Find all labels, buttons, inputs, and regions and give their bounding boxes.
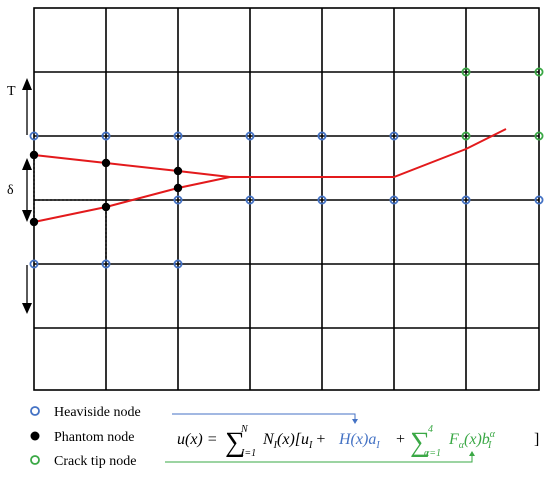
traction-arrows (22, 78, 32, 314)
heaviside-connector (172, 413, 356, 420)
formula-crack-term: Fα(x)bα I (448, 429, 496, 451)
phantom-node (29, 150, 39, 160)
heaviside-node (101, 131, 111, 141)
term1-sub: I (273, 440, 278, 451)
crack-tip-nodes (461, 67, 544, 141)
crack-lower-face (33, 176, 231, 223)
heaviside-node (534, 195, 544, 205)
formula-lhs: u(x) = (177, 431, 218, 448)
crack-term-rest: (x)b (464, 431, 490, 448)
arrow-down-icon (22, 210, 32, 222)
sum1-lower: I=1 (240, 448, 256, 459)
phantom-node (173, 166, 183, 176)
heaviside-node (29, 259, 39, 269)
crack-term-sub2: I (487, 440, 492, 451)
crack-tip-node (534, 67, 544, 77)
legend-crack-tip: Crack tip node (54, 454, 136, 469)
heaviside-node (173, 259, 183, 269)
crack-line (230, 128, 507, 178)
crack-term: F (448, 431, 459, 448)
arrow-up-icon (22, 78, 32, 90)
heaviside-node (245, 131, 255, 141)
sum2-lower: α=1 (424, 448, 441, 459)
heaviside-node (317, 131, 327, 141)
opening-guides (33, 155, 107, 264)
term1-rest: (x)[u (277, 431, 309, 448)
legend-phantom: Phantom node (54, 430, 135, 445)
formula-main: u(x) = (177, 431, 218, 448)
phantom-node (101, 202, 111, 212)
formula-term1: NI(x)[uI + (262, 431, 325, 451)
heaviside-node (389, 195, 399, 205)
phantom-node (29, 217, 39, 227)
heaviside-node (173, 131, 183, 141)
open-circle-icon (30, 406, 40, 416)
heaviside-node (461, 195, 471, 205)
heaviside-node (29, 131, 39, 141)
sum-symbol: ∑ (410, 427, 430, 458)
xfem-formula: u(x) = ∑ N I=1 NI(x)[uI + H(x)aI + ∑ 4 α=… (177, 424, 539, 459)
crack-tip-node (534, 131, 544, 141)
crack-tip-node (461, 131, 471, 141)
heaviside-node (317, 195, 327, 205)
crack-term-sup: α (490, 429, 496, 440)
heaviside-node (101, 259, 111, 269)
heaviside-term: H(x)a (338, 431, 376, 448)
sum1-upper: N (240, 424, 249, 435)
heaviside-node (173, 195, 183, 205)
arrow-down-icon (22, 303, 32, 314)
legend-heaviside: Heaviside node (54, 405, 141, 420)
arrow-down-icon (352, 419, 358, 424)
opening-arrow (22, 158, 32, 222)
sum2-upper: 4 (428, 424, 433, 435)
heaviside-sub: I (375, 440, 380, 451)
term1-n: N (262, 431, 275, 448)
traction-label: T (7, 84, 16, 99)
crack-path (33, 128, 507, 223)
crack-tip-connector (165, 455, 473, 463)
opening-label: δ (7, 183, 14, 198)
legend: Heaviside node Phantom node Crack tip no… (30, 405, 141, 469)
plus-2: + (396, 431, 405, 448)
crack-tip-node (461, 67, 471, 77)
arrow-up-icon (469, 451, 475, 456)
term1-rest-sub: I (308, 440, 313, 451)
arrow-up-icon (22, 158, 32, 170)
mesh-grid (33, 7, 540, 391)
heaviside-node (389, 131, 399, 141)
sum-symbol: ∑ (225, 427, 245, 458)
heaviside-nodes (29, 131, 544, 269)
phantom-nodes (29, 150, 183, 227)
crack-upper-face (33, 154, 231, 178)
crack-term-sub: α (459, 440, 465, 451)
filled-circle-icon (30, 431, 40, 441)
formula-close: ] (534, 431, 539, 448)
plus-1: + (316, 431, 325, 448)
phantom-node (101, 158, 111, 168)
open-circle-icon (30, 455, 40, 465)
phantom-node (173, 183, 183, 193)
formula-heaviside-term: H(x)aI (338, 431, 380, 451)
heaviside-node (245, 195, 255, 205)
connector-arrows (165, 413, 475, 463)
